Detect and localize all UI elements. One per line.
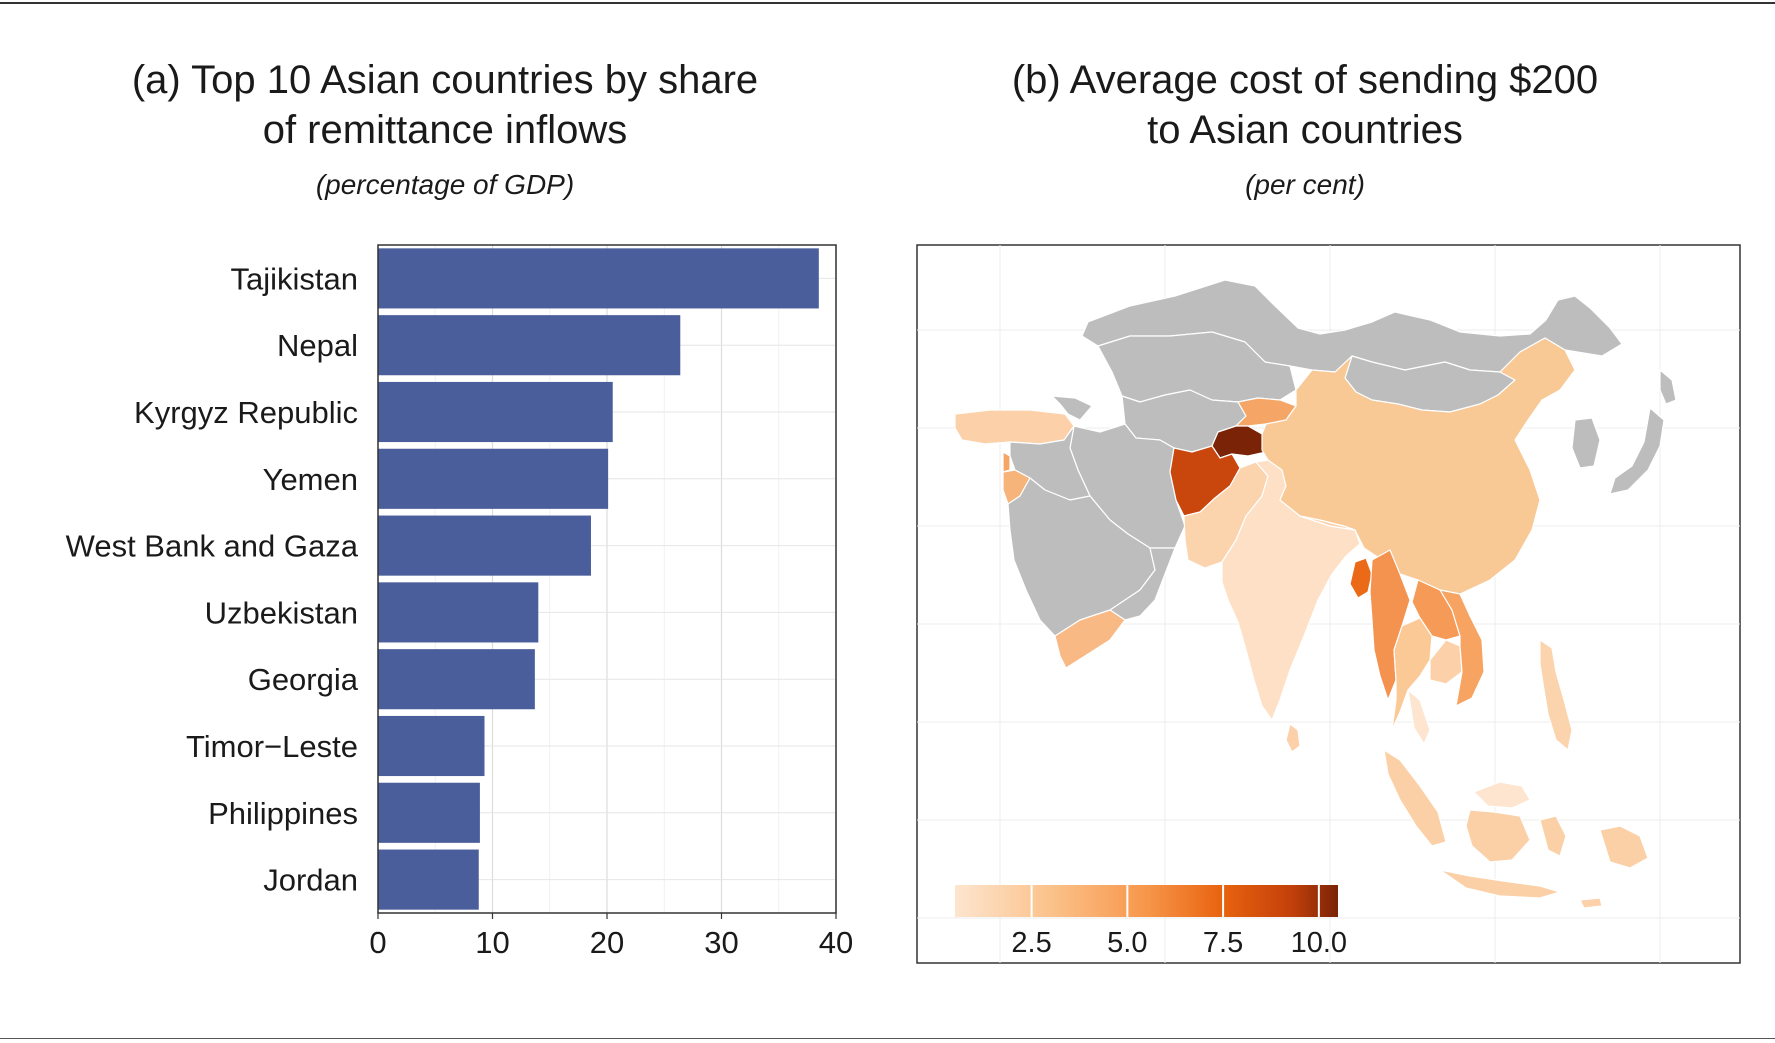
bar: [378, 582, 539, 643]
y-tick-label: Nepal: [277, 328, 358, 363]
region-timorleste: [1579, 897, 1603, 909]
panel-a-title-line1: (a) Top 10 Asian countries by share: [131, 58, 759, 102]
x-tick-label: 20: [590, 925, 624, 960]
region-turkey: [954, 409, 1075, 445]
y-tick-label: Timor−Leste: [186, 729, 358, 764]
x-tick-label: 10: [475, 925, 509, 960]
legend-tick-label: 5.0: [1107, 927, 1147, 959]
bar: [378, 782, 480, 843]
legend-ticks: 2.5 5.0 7.5 10.0: [1011, 885, 1347, 959]
region-srilanka: [1285, 723, 1301, 753]
legend-tick-label: 7.5: [1203, 927, 1243, 959]
bar: [378, 315, 681, 376]
bar: [378, 448, 609, 509]
panel-b-title: (b) Average cost of sending $200 to Asia…: [890, 55, 1720, 207]
region-sakhalin: [1659, 369, 1677, 405]
region-lebanon: [1002, 451, 1011, 473]
bar-chart: Tajikistan Nepal Kyrgyz Republic Yemen West …: [66, 244, 853, 960]
bar: [378, 515, 591, 576]
region-japan: [1609, 407, 1665, 495]
top-rule: [0, 2, 1775, 4]
panel-b-title-line1: (b) Average cost of sending $200: [1011, 58, 1599, 102]
y-tick-label: West Bank and Gaza: [66, 529, 359, 564]
region-korea: [1571, 417, 1601, 469]
bar: [378, 849, 479, 910]
panel-b-subtitle: (per cent): [1245, 169, 1365, 200]
y-tick-label: Kyrgyz Republic: [134, 395, 358, 430]
y-tick-label: Philippines: [208, 796, 358, 831]
panel-a-title-line2: of remittance inflows: [262, 108, 628, 152]
region-vietnam: [1439, 589, 1485, 707]
region-china: [1261, 337, 1576, 595]
y-tick-label: Yemen: [263, 462, 358, 497]
y-tick-label: Uzbekistan: [205, 595, 358, 630]
y-tick-label: Jordan: [263, 863, 358, 898]
bottom-rule: [0, 1038, 1775, 1039]
region-philippines: [1539, 639, 1573, 751]
region-bangladesh: [1349, 557, 1373, 599]
region-caucasus: [1051, 395, 1093, 421]
panel-b-title-line2: to Asian countries: [1147, 108, 1463, 152]
bar: [378, 715, 485, 777]
cost-map: 2.5 5.0 7.5 10.0: [916, 244, 1741, 964]
panel-a-title: (a) Top 10 Asian countries by share of r…: [70, 55, 820, 207]
legend-tick-label: 10.0: [1291, 927, 1347, 959]
panel-a-subtitle: (percentage of GDP): [315, 169, 575, 200]
y-tick-label: Tajikistan: [231, 261, 359, 296]
y-tick-label: Georgia: [248, 662, 359, 697]
x-tick-label: 40: [819, 925, 853, 960]
region-indonesia: [1383, 749, 1649, 899]
region-yemen: [1054, 609, 1126, 669]
bar: [378, 649, 535, 710]
x-tick-label: 30: [704, 925, 738, 960]
bar: [378, 381, 613, 443]
region-malaysia: [1407, 689, 1531, 809]
bar: [378, 248, 819, 309]
region-oman: [1109, 547, 1176, 621]
x-tick-label: 0: [369, 925, 386, 960]
legend-tick-label: 2.5: [1011, 927, 1051, 959]
legend-colorbar: [955, 885, 1338, 917]
